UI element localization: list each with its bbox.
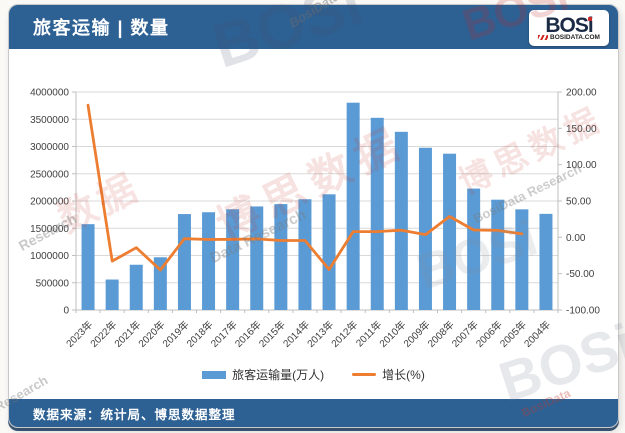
svg-text:1000000: 1000000 <box>30 251 69 262</box>
svg-text:0.00: 0.00 <box>566 233 586 244</box>
svg-text:2004年: 2004年 <box>521 318 553 350</box>
gridlines <box>76 91 558 311</box>
left-axis-labels: 0 500000 1000000 1500000 2000000 2500000 30000… <box>30 88 69 317</box>
legend-item-line: 增长(%) <box>352 366 425 383</box>
svg-text:4000000: 4000000 <box>30 88 69 99</box>
legend-label-line: 增长(%) <box>382 368 425 382</box>
bosi-logo: BOSi BOSIDATA.COM <box>529 10 609 46</box>
svg-text:2012年: 2012年 <box>328 318 360 350</box>
right-axis-labels: -100.00 -50.00 0.00 50.00 100.00 150.00 200.00 <box>566 88 600 317</box>
legend-label-bar: 旅客运输量(万人) <box>232 368 325 382</box>
legend-item-bar: 旅客运输量(万人) <box>202 366 324 383</box>
chart-legend: 旅客运输量(万人) 增长(%) <box>9 366 618 383</box>
svg-text:100.00: 100.00 <box>566 160 597 171</box>
bar-swatch-icon <box>202 370 227 379</box>
logo-domain: BOSIDATA.COM <box>550 33 600 41</box>
svg-text:3000000: 3000000 <box>30 142 69 153</box>
svg-text:50.00: 50.00 <box>566 197 591 208</box>
header-bar: 旅客运输 | 数量 BOSi BOSIDATA.COM <box>9 5 618 49</box>
line-swatch-icon <box>352 373 377 376</box>
axes <box>72 91 562 313</box>
data-source-text: 数据来源：统计局、博思数据整理 <box>33 407 236 422</box>
svg-text:2000000: 2000000 <box>30 197 69 208</box>
bar-series <box>81 102 553 310</box>
growth-line-series <box>86 103 524 272</box>
logo-domain-row: BOSIDATA.COM <box>538 34 600 41</box>
svg-text:500000: 500000 <box>36 278 70 289</box>
svg-text:0: 0 <box>63 306 69 317</box>
svg-text:1500000: 1500000 <box>30 224 69 235</box>
svg-text:3500000: 3500000 <box>30 115 69 126</box>
logo-wordmark: BOSi <box>545 13 593 37</box>
footer-bar: 数据来源：统计局、博思数据整理 <box>9 399 618 427</box>
logo-flag-icon <box>538 34 549 40</box>
x-axis-labels: 2023年2022年2021年2020年2019年2018年2017年2016年… <box>63 318 553 350</box>
svg-text:2500000: 2500000 <box>30 169 69 180</box>
combo-chart: 0 500000 1000000 1500000 2000000 2500000 30000… <box>30 88 600 350</box>
svg-text:-50.00: -50.00 <box>566 269 595 280</box>
svg-text:200.00: 200.00 <box>566 88 597 99</box>
page-title: 旅客运输 | 数量 <box>33 18 170 38</box>
report-card: 旅客运输 | 数量 BOSi BOSIDATA.COM 0 500000 10000… <box>8 4 619 428</box>
svg-text:-100.00: -100.00 <box>566 306 600 317</box>
svg-text:150.00: 150.00 <box>566 124 597 135</box>
